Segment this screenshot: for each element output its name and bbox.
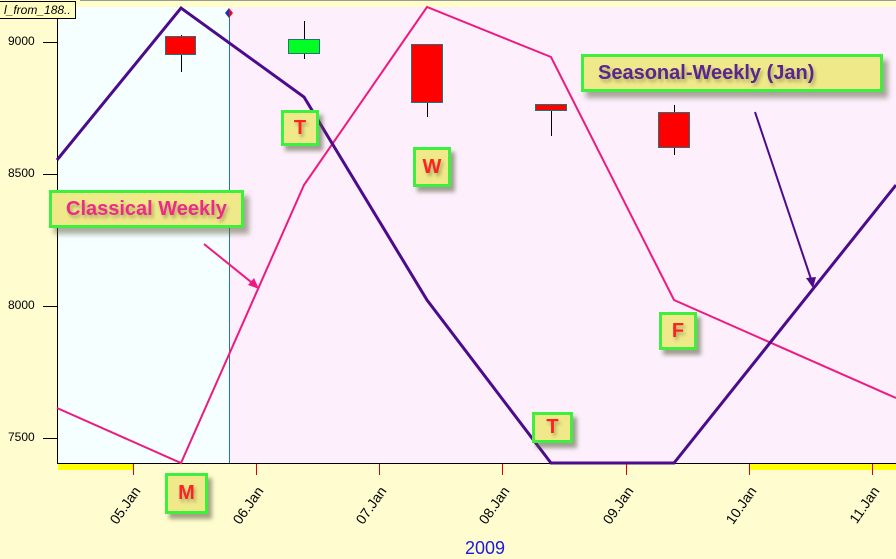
candle-3: [411, 44, 443, 117]
top-strip: [0, 0, 896, 7]
cursor-marker-icon[interactable]: [225, 8, 233, 18]
y-tick-label-8500: 8500: [8, 166, 35, 180]
candle-1: [165, 35, 196, 72]
highlight-bar-right: [749, 464, 896, 470]
x-axis-year-label: 2009: [465, 538, 506, 558]
candle-4: [535, 104, 567, 136]
y-tick-label-9000: 9000: [8, 34, 35, 48]
chart-title-tag[interactable]: l_from_188..: [0, 1, 76, 19]
plot-area-past: [57, 7, 229, 463]
seasonal-arrow-icon: [754, 111, 816, 288]
y-tick-label-8000: 8000: [8, 298, 35, 312]
y-tick-label-7500: 7500: [8, 430, 35, 444]
candle-5: [658, 105, 690, 155]
day-badge-wednesday: W: [413, 147, 451, 187]
candle-2: [288, 21, 320, 59]
seasonal-weekly-callout: Seasonal-Weekly (Jan): [581, 54, 883, 92]
classical-arrow-icon: [203, 243, 259, 289]
day-badge-tuesday: T: [281, 110, 319, 146]
x-ticks: [133, 464, 873, 475]
highlight-bar-left: [58, 464, 133, 470]
seasonal-weekly-line: [55, 5, 896, 465]
day-badge-thursday: T: [532, 412, 573, 443]
day-badge-friday: F: [659, 312, 697, 350]
day-badge-monday: M: [165, 473, 208, 514]
y-ticks: [43, 42, 57, 439]
classical-weekly-callout: Classical Weekly: [49, 190, 244, 228]
classical-weekly-line: [56, 5, 896, 465]
